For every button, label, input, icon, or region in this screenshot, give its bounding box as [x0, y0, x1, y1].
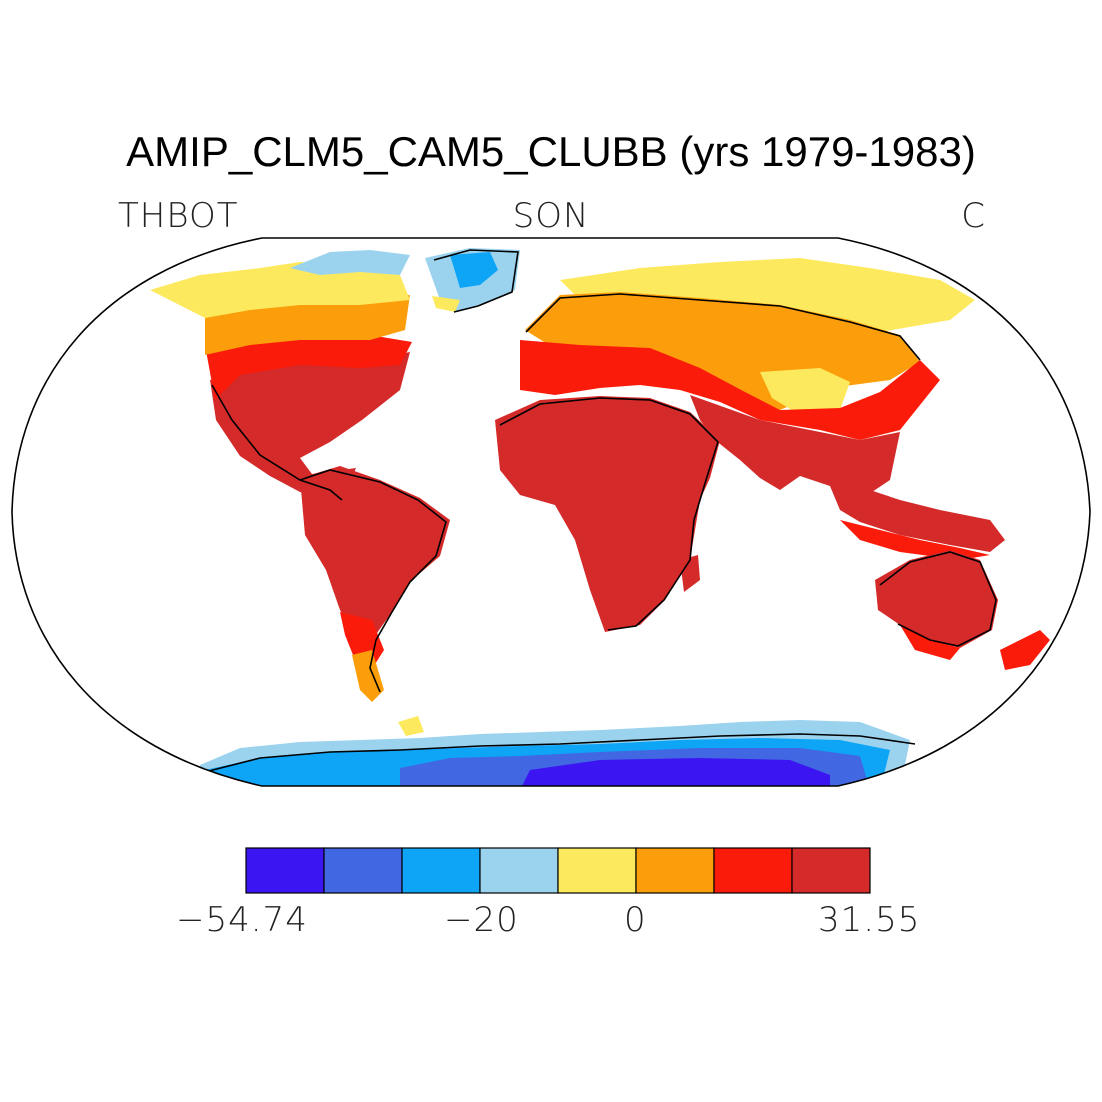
colorbar-swatch	[401, 847, 481, 894]
units-label: C	[961, 196, 986, 236]
map-title: AMIP_CLM5_CAM5_CLUBB (yrs 1979-1983)	[126, 128, 976, 175]
greenland-edge-yellow	[432, 296, 460, 312]
colorbar-tick-minus20: −20	[444, 900, 519, 940]
colorbar-tick-zero: 0	[624, 900, 647, 940]
colorbar-tick-max: 31.55	[818, 900, 921, 940]
antarctica-plateau-violet	[520, 758, 830, 786]
north-america-yellow	[150, 262, 410, 318]
patagonia-orange	[352, 650, 384, 702]
colorbar-swatch	[557, 847, 637, 894]
tibet-yellow	[760, 368, 850, 415]
mediterranean-red	[520, 340, 940, 440]
arctic-archipelago-lightblue	[290, 250, 410, 275]
variable-label: THBOT	[118, 196, 239, 236]
greenland-blue	[450, 252, 498, 288]
africa-warm	[495, 396, 720, 632]
season-label: SON	[512, 196, 590, 236]
coastlines	[204, 249, 997, 773]
land-temperature-field	[150, 248, 1050, 786]
asia-south-warm	[690, 395, 900, 500]
colorbar-swatch	[791, 847, 871, 894]
colorbar-swatch	[713, 847, 793, 894]
colorbar-swatch	[635, 847, 715, 894]
colorbar-swatch	[479, 847, 559, 894]
australia-south-red	[900, 625, 960, 660]
colorbar	[245, 847, 871, 894]
south-america-warm	[300, 466, 450, 640]
colorbar-swatch	[323, 847, 403, 894]
antarctic-peninsula-yellow	[398, 716, 424, 736]
australia-warm	[875, 550, 998, 648]
north-america-warm	[210, 352, 410, 500]
globe-outline	[11, 237, 1091, 787]
north-america-orange	[205, 295, 410, 355]
maritime-continent-red	[840, 520, 990, 560]
colorbar-tick-min: −54.74	[176, 900, 308, 940]
madagascar-warm	[680, 555, 700, 592]
maritime-continent-warm	[830, 486, 1005, 552]
colorbar-swatch	[245, 847, 325, 894]
eurasia-yellow	[560, 258, 975, 332]
north-america-red	[205, 330, 412, 400]
new-zealand-red	[1000, 630, 1050, 670]
